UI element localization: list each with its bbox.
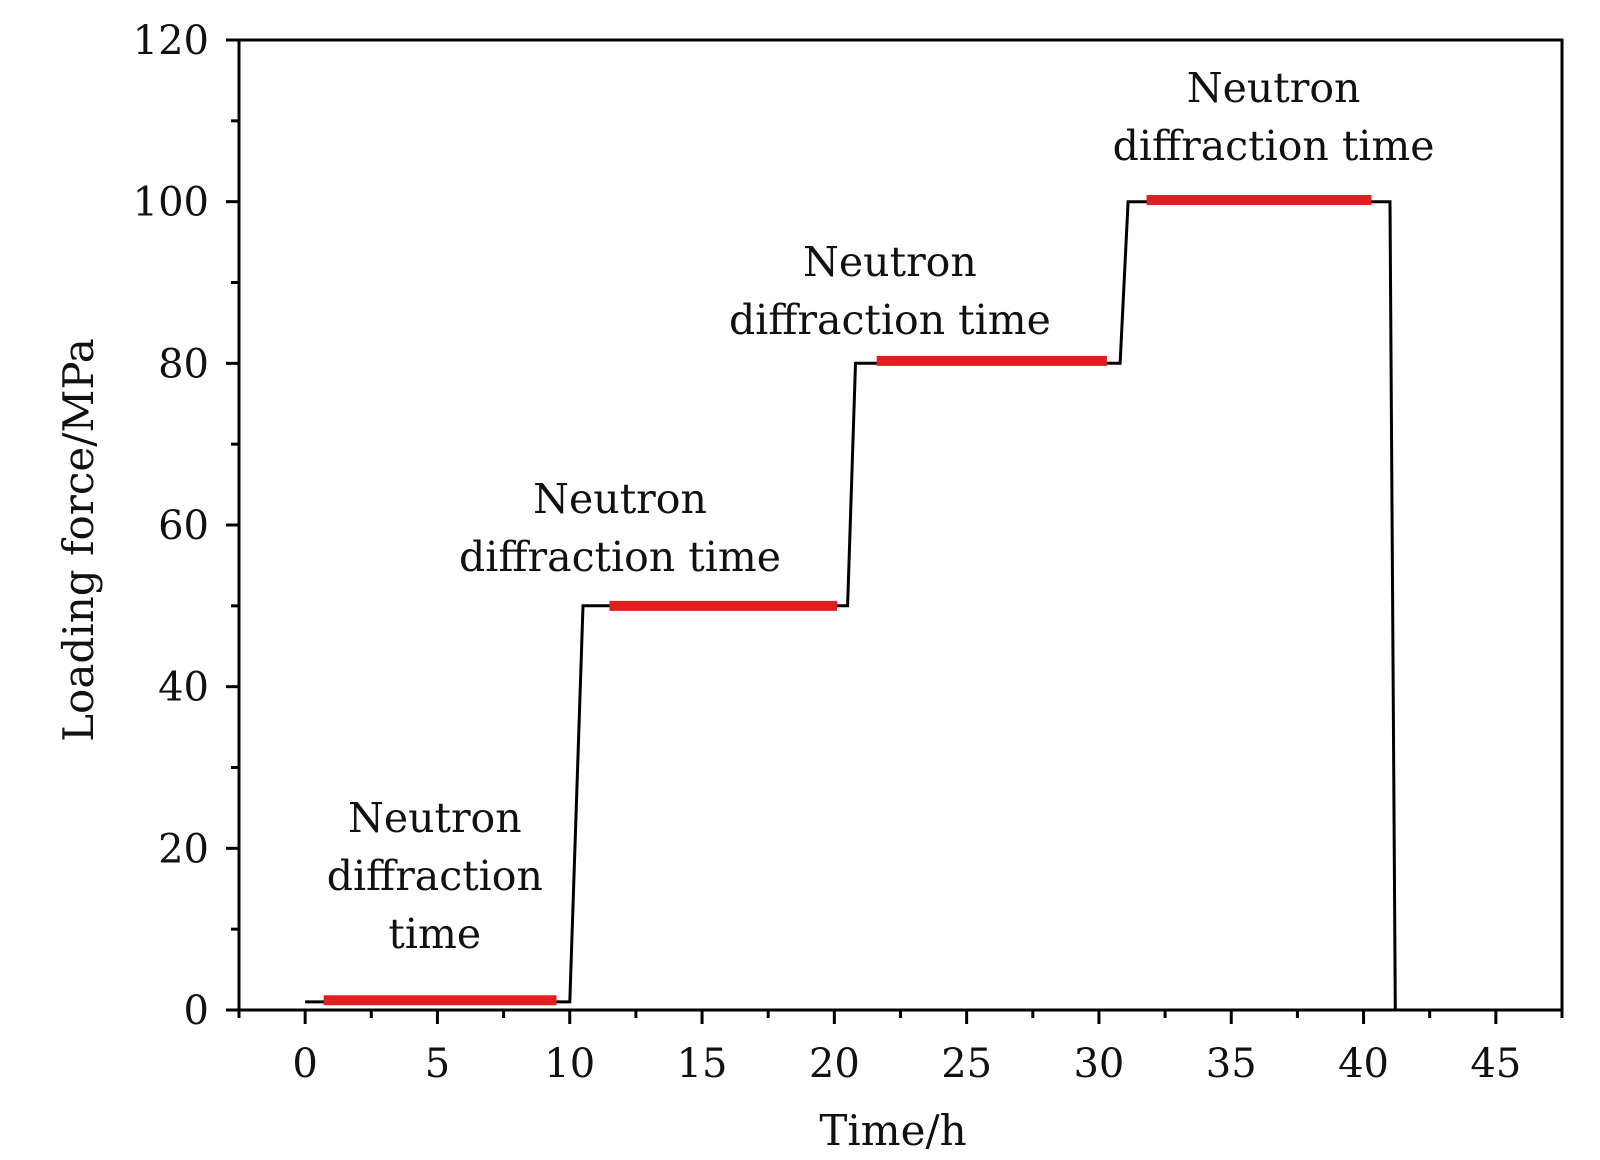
x-tick-label: 45 <box>1470 1041 1521 1087</box>
y-tick-label: 120 <box>133 18 209 64</box>
y-tick-label: 0 <box>184 988 209 1034</box>
x-tick-label: 30 <box>1073 1041 1124 1087</box>
x-tick-label: 0 <box>292 1041 317 1087</box>
x-tick-label: 20 <box>809 1041 860 1087</box>
annotation-text: diffraction <box>327 852 543 900</box>
x-tick-label: 5 <box>425 1041 450 1087</box>
annotation-text: Neutron <box>348 794 522 842</box>
x-tick-label: 25 <box>941 1041 992 1087</box>
y-axis-title: Loading force/MPa <box>54 338 103 742</box>
x-tick-label: 40 <box>1338 1041 1389 1087</box>
annotation-text: time <box>388 910 481 958</box>
annotation-text: Neutron <box>533 475 707 523</box>
y-tick-label: 100 <box>133 180 209 226</box>
y-tick-label: 80 <box>158 341 209 387</box>
x-tick-label: 10 <box>544 1041 595 1087</box>
annotation-text: Neutron <box>803 238 977 286</box>
annotation-text: diffraction time <box>459 533 781 581</box>
y-tick-label: 40 <box>158 665 209 711</box>
annotation-text: diffraction time <box>1113 122 1435 170</box>
annotation-text: diffraction time <box>729 296 1051 344</box>
x-axis-title: Time/h <box>819 1106 966 1155</box>
x-tick-label: 15 <box>677 1041 728 1087</box>
y-tick-label: 60 <box>158 503 209 549</box>
y-tick-label: 20 <box>158 826 209 872</box>
annotation-text: Neutron <box>1187 64 1361 112</box>
x-tick-label: 35 <box>1206 1041 1257 1087</box>
